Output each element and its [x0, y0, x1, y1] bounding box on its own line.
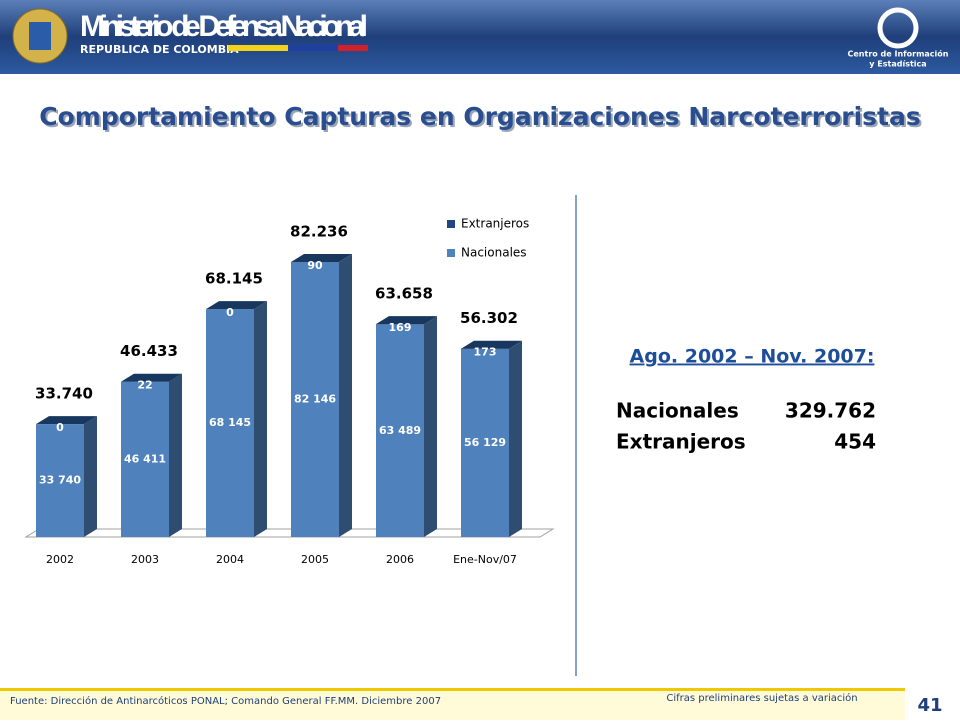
value-label: 169	[389, 321, 412, 334]
center-name: y Estadística	[869, 60, 926, 69]
legend-label: Extranjeros	[461, 217, 529, 231]
country-name: REPUBLICA DE COLOMBIA	[80, 43, 239, 56]
x-tick-label: 2006	[386, 553, 414, 566]
value-label: 22	[137, 379, 152, 392]
legend-label: Nacionales	[461, 246, 527, 260]
bar-side	[84, 416, 97, 537]
page-number: 41	[917, 695, 942, 716]
total-label: 68.145	[205, 270, 263, 288]
bar-side	[169, 374, 182, 537]
flag-red	[338, 45, 368, 51]
bar-side	[509, 341, 522, 537]
bar-side	[254, 301, 267, 537]
value-label: 63 489	[379, 424, 421, 437]
value-label: 173	[474, 346, 497, 359]
flag-blue	[288, 45, 338, 51]
footer-line	[0, 688, 905, 691]
x-tick-label: 2005	[301, 553, 329, 566]
footer-note: Cifras preliminares sujetas a variación	[666, 692, 857, 704]
total-label: 46.433	[120, 342, 178, 360]
value-label: 33 740	[39, 474, 81, 487]
summary-value: 454	[834, 430, 876, 454]
summary-period: Ago. 2002 – Nov. 2007:	[630, 346, 875, 368]
summary-label: Extranjeros	[616, 430, 746, 454]
value-label: 90	[307, 259, 323, 272]
x-tick-label: Ene-Nov/07	[453, 553, 517, 566]
x-tick-label: 2002	[46, 553, 74, 566]
bar-side	[339, 254, 352, 537]
legend-swatch	[447, 220, 455, 228]
ministry-name: Ministerio de Defensa Nacional	[80, 10, 368, 43]
value-label: 46 411	[124, 452, 166, 465]
title: Comportamiento Capturas en Organizacione…	[39, 102, 920, 131]
summary-label: Nacionales	[616, 399, 739, 423]
value-label: 68 145	[209, 416, 251, 429]
total-label: 56.302	[460, 309, 518, 327]
bar-side	[424, 317, 437, 537]
x-tick-label: 2003	[131, 553, 159, 566]
value-label: 82 146	[294, 393, 336, 406]
footer-source: Fuente: Dirección de Antinarcóticos PONA…	[10, 695, 441, 707]
value-label: 0	[56, 421, 64, 434]
flag-yellow	[228, 45, 288, 51]
total-label: 82.236	[290, 223, 348, 241]
value-label: 56 129	[464, 436, 506, 449]
x-tick-label: 2004	[216, 553, 244, 566]
value-label: 0	[226, 306, 234, 319]
legend-swatch	[447, 249, 455, 257]
emblem-shield	[29, 22, 51, 50]
center-name: Centro de Información	[848, 49, 949, 59]
summary-value: 329.762	[785, 399, 876, 423]
total-label: 33.740	[35, 385, 93, 403]
total-label: 63.658	[375, 285, 433, 303]
